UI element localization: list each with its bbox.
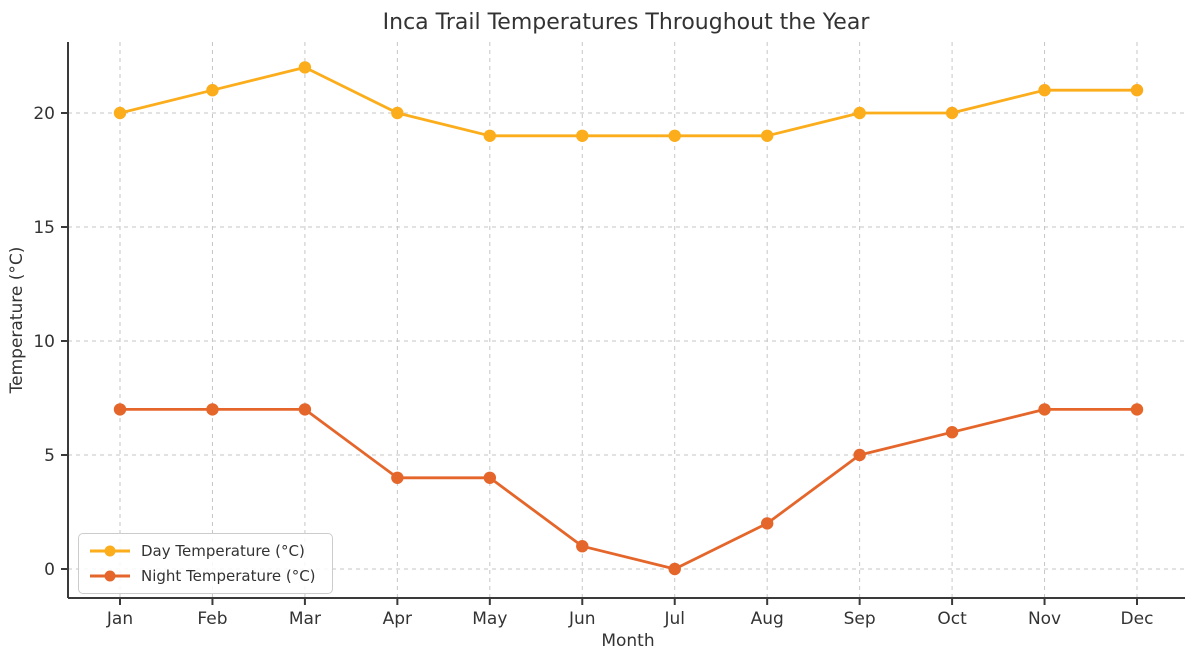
series-marker [945,106,959,120]
series-marker [206,403,219,416]
x-axis-label: Month [601,631,654,651]
legend-label: Night Temperature (°C) [141,567,316,585]
series-marker [483,471,497,484]
series-marker [391,471,404,484]
series-marker [760,517,774,530]
x-tick-label: Nov [1028,609,1061,629]
y-tick-label: 10 [33,332,55,352]
series-marker [298,403,312,416]
series-marker [576,129,589,142]
series-marker [945,426,959,439]
series-line [118,407,1139,571]
series-marker [1130,403,1144,416]
series-line [118,66,1139,138]
x-tick-label: Dec [1121,609,1154,629]
legend: Day Temperature (°C) Night Temperature (°… [78,533,333,594]
y-tick-label: 5 [44,446,55,466]
series-marker [298,61,312,74]
x-tick-label: May [472,609,507,629]
x-tick-label: Oct [937,609,967,629]
series-marker [206,84,219,97]
x-tick-label: Jul [663,609,685,629]
series-marker [1038,84,1051,97]
series-marker [853,106,866,120]
legend-item: Day Temperature (°C) [89,541,316,561]
series-marker [1130,84,1144,97]
series-marker [668,562,681,576]
series-marker [391,106,404,120]
y-tick-label: 0 [44,560,55,580]
series-marker [576,540,589,553]
series-marker [1038,403,1051,416]
y-axis-label: Temperature (°C) [7,247,27,395]
legend-item: Night Temperature (°C) [89,566,316,586]
x-tick-label: Jan [106,609,133,629]
series-marker [483,129,497,142]
legend-line-marker-icon [90,545,130,557]
plot-content: Jan Feb Mar Apr May Jun Jul Aug Sep Oct Nov Dec 0 5 10… [33,42,1185,629]
x-tick-label: Sep [844,609,876,629]
y-tick-label: 15 [33,218,55,238]
legend-line-marker-icon [90,570,130,582]
y-tick-label: 20 [33,104,55,124]
series-marker [113,106,127,120]
x-tick-label: Feb [197,609,227,629]
x-tick-label: Apr [383,609,412,629]
x-tick-label: Aug [751,609,784,629]
x-tick-label: Jun [568,609,596,629]
series-marker [760,129,774,142]
chart-title: Inca Trail Temperatures Throughout the Y… [383,10,871,35]
x-tick-label: Mar [289,609,321,629]
series-marker [853,448,866,462]
legend-label: Day Temperature (°C) [141,542,305,560]
series-marker [113,403,127,416]
series-marker [668,129,681,142]
